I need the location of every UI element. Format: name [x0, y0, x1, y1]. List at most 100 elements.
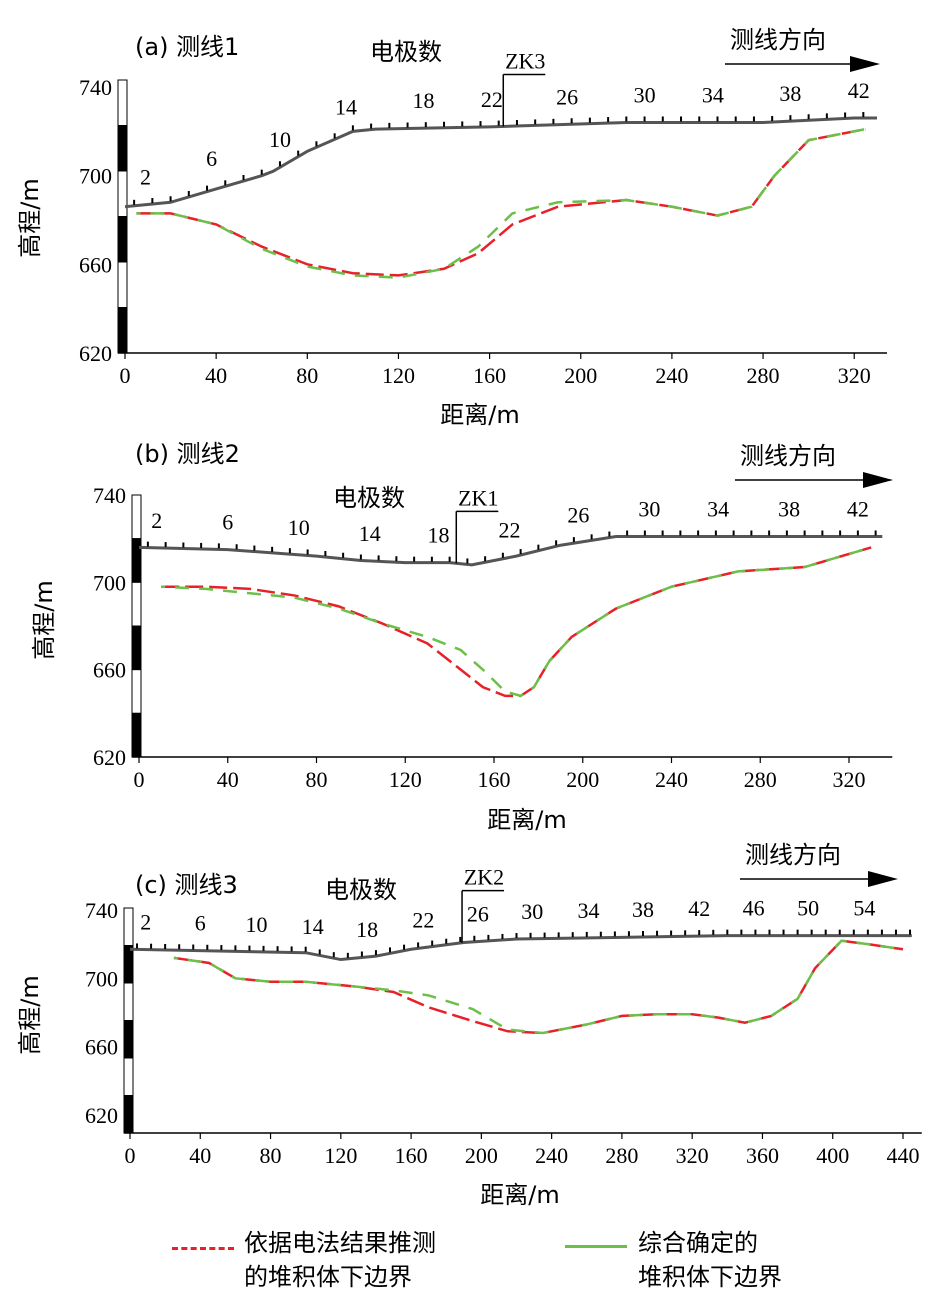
- scale-bar-segment: [123, 1057, 134, 1096]
- x-tick-label: 80: [296, 363, 318, 388]
- legend-label-line2: 的堆积体下边界: [244, 1263, 412, 1291]
- scale-bar-segment: [117, 79, 128, 126]
- scale-bar-segment: [117, 125, 128, 172]
- legend-item-combined: 综合确定的 堆积体下边界: [638, 1226, 782, 1294]
- electrode-label: 18: [428, 523, 450, 548]
- series-line-combined: [136, 127, 866, 279]
- y-axis-label: 高程/m: [16, 178, 44, 257]
- x-tick-label: 40: [205, 363, 227, 388]
- x-tick-label: 280: [747, 363, 780, 388]
- x-tick-label: 280: [605, 1143, 638, 1168]
- electrode-label: 34: [702, 82, 724, 107]
- borehole-label: ZK3: [505, 48, 545, 73]
- borehole-label: ZK1: [458, 485, 498, 510]
- scale-bar-segment: [123, 945, 134, 984]
- x-tick-label: 320: [676, 1143, 709, 1168]
- x-tick-label: 160: [478, 767, 511, 792]
- series-line-electrical: [136, 127, 866, 277]
- x-axis-label: 距离/m: [480, 1181, 559, 1209]
- scale-bar-segment: [123, 1095, 134, 1134]
- electrode-label: 14: [302, 914, 324, 939]
- x-tick-label: 120: [389, 767, 422, 792]
- electrode-label: 42: [848, 78, 870, 103]
- electrode-label: 34: [707, 496, 729, 521]
- y-tick-label: 700: [85, 966, 118, 991]
- electrode-label: 2: [140, 165, 151, 190]
- y-tick-label: 660: [93, 658, 126, 683]
- legend-label-line1: 依据电法结果推测: [244, 1229, 436, 1257]
- electrode-label: 22: [499, 517, 521, 542]
- x-tick-label: 200: [465, 1143, 498, 1168]
- direction-label: 测线方向: [745, 841, 841, 869]
- y-tick-label: 660: [79, 252, 112, 277]
- electrode-label: 26: [467, 902, 489, 927]
- scale-bar-segment: [117, 307, 128, 354]
- electrode-label: 30: [634, 82, 656, 107]
- legend-swatch-solid: [565, 1245, 627, 1248]
- x-tick-label: 40: [217, 767, 239, 792]
- scale-bar-segment: [131, 538, 142, 583]
- x-tick-label: 40: [189, 1143, 211, 1168]
- x-tick-label: 360: [746, 1143, 779, 1168]
- legend-label-line1: 综合确定的: [638, 1229, 758, 1257]
- x-tick-label: 440: [887, 1143, 920, 1168]
- x-tick-label: 320: [838, 363, 871, 388]
- y-tick-label: 660: [85, 1035, 118, 1060]
- legend-swatch-dashed: [172, 1247, 234, 1250]
- x-tick-label: 320: [833, 767, 866, 792]
- electrode-label: 14: [335, 94, 357, 119]
- x-axis-label: 距离/m: [487, 806, 566, 834]
- x-tick-label: 160: [395, 1143, 428, 1168]
- electrode-title: 电极数: [325, 876, 397, 904]
- y-tick-label: 700: [93, 570, 126, 595]
- electrode-label: 30: [638, 496, 660, 521]
- legend-label-line2: 堆积体下边界: [638, 1263, 782, 1291]
- x-tick-label: 200: [566, 767, 599, 792]
- panel-title: (c) 测线3: [135, 871, 238, 899]
- y-tick-label: 700: [79, 164, 112, 189]
- electrode-title: 电极数: [333, 484, 405, 512]
- electrode-label: 46: [743, 896, 765, 921]
- electrode-label: 26: [556, 84, 578, 109]
- electrode-label: 30: [521, 899, 543, 924]
- direction-arrow-head: [850, 56, 880, 72]
- y-axis-label: 高程/m: [30, 580, 58, 659]
- electrode-label: 22: [481, 87, 503, 112]
- x-tick-label: 120: [382, 363, 415, 388]
- x-tick-label: 240: [535, 1143, 568, 1168]
- chart-panel-2: 0 40 80 120 160 200 240 280 320 620 660 700 740 高程/m 距…: [30, 440, 893, 834]
- direction-label: 测线方向: [730, 26, 826, 54]
- legend-item-electrical: 依据电法结果推测 的堆积体下边界: [244, 1226, 436, 1294]
- electrode-label: 42: [847, 496, 869, 521]
- x-tick-label: 80: [306, 767, 328, 792]
- series-line-combined: [161, 546, 872, 698]
- electrode-label: 2: [151, 508, 162, 533]
- scale-bar-segment: [117, 261, 128, 308]
- electrode-label: 26: [567, 502, 589, 527]
- x-tick-label: 200: [564, 363, 597, 388]
- scale-bar-segment: [131, 494, 142, 540]
- scale-bar-segment: [117, 170, 128, 217]
- electrode-label: 6: [206, 146, 217, 171]
- x-tick-label: 240: [655, 363, 688, 388]
- x-tick-label: 0: [120, 363, 131, 388]
- direction-arrow-head: [868, 871, 898, 887]
- x-tick-label: 80: [260, 1143, 282, 1168]
- electrode-label: 22: [412, 908, 434, 933]
- borehole-label: ZK2: [464, 865, 504, 890]
- electrode-label: 54: [853, 896, 875, 921]
- x-axis-label: 距离/m: [440, 401, 519, 429]
- y-tick-label: 740: [93, 483, 126, 508]
- chart-panel-3: 0 40 80 120 160 200 240 280 320 360 400 440 620 660 70…: [16, 841, 922, 1209]
- x-tick-label: 160: [473, 363, 506, 388]
- scale-bar-segment: [131, 581, 142, 627]
- scale-bar-segment: [117, 216, 128, 263]
- panel-title: (a) 测线1: [135, 33, 239, 61]
- series-line-electrical: [173, 939, 904, 1035]
- electrode-label: 14: [359, 521, 381, 546]
- scale-bar-segment: [123, 907, 134, 946]
- electrode-label: 6: [195, 911, 206, 936]
- electrode-label: 42: [688, 896, 710, 921]
- y-axis-label: 高程/m: [16, 975, 44, 1054]
- x-tick-label: 240: [655, 767, 688, 792]
